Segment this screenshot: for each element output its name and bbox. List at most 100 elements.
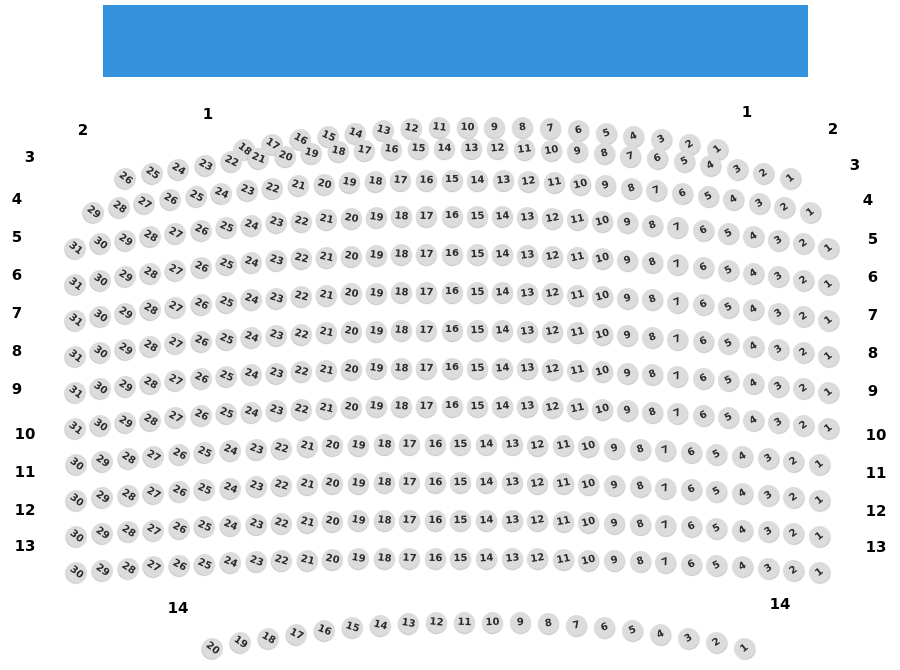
- seat-r7-s3[interactable]: 3: [763, 334, 793, 365]
- seat-r12-s11[interactable]: 11: [550, 509, 576, 534]
- seat-r3-s23[interactable]: 23: [233, 176, 261, 205]
- seat-r10-s17[interactable]: 17: [398, 433, 421, 456]
- seat-r8-s16[interactable]: 16: [441, 357, 463, 379]
- seat-r5-s30[interactable]: 30: [85, 265, 116, 295]
- seat-r2-s24[interactable]: 24: [164, 154, 194, 184]
- seat-r7-s6[interactable]: 6: [689, 327, 717, 356]
- seat-r4-s25[interactable]: 25: [212, 213, 240, 242]
- seat-r7-s29[interactable]: 29: [111, 334, 141, 365]
- seat-r13-s20[interactable]: 20: [320, 546, 346, 572]
- seat-r13-s1[interactable]: 1: [804, 557, 834, 587]
- seat-r5-s23[interactable]: 23: [263, 247, 290, 274]
- seat-r14-s19[interactable]: 19: [225, 628, 255, 658]
- seat-r5-s14[interactable]: 14: [490, 243, 514, 266]
- seat-r3-s2[interactable]: 2: [770, 192, 800, 223]
- seat-r2-s3[interactable]: 3: [722, 154, 752, 184]
- seat-r12-s1[interactable]: 1: [804, 521, 834, 551]
- seat-r1-s8[interactable]: 8: [511, 116, 535, 140]
- seat-r3-s5[interactable]: 5: [693, 182, 723, 211]
- seat-r13-s4[interactable]: 4: [728, 552, 757, 582]
- seat-r14-s11[interactable]: 11: [453, 611, 475, 633]
- seat-r10-s6[interactable]: 6: [677, 438, 706, 467]
- seat-r9-s10[interactable]: 10: [589, 396, 616, 423]
- seat-r10-s18[interactable]: 18: [372, 432, 396, 457]
- seat-r7-s16[interactable]: 16: [441, 319, 463, 341]
- seat-r3-s25[interactable]: 25: [181, 182, 211, 211]
- seat-r13-s13[interactable]: 13: [500, 546, 524, 571]
- seat-r13-s8[interactable]: 8: [626, 548, 654, 576]
- seat-r10-s30[interactable]: 30: [62, 449, 92, 479]
- seat-r3-s15[interactable]: 15: [441, 169, 463, 191]
- seat-r5-s19[interactable]: 19: [364, 243, 389, 267]
- seat-r14-s12[interactable]: 12: [424, 611, 448, 635]
- seat-r10-s20[interactable]: 20: [320, 433, 346, 459]
- seat-r8-s25[interactable]: 25: [212, 362, 240, 391]
- seat-r6-s11[interactable]: 11: [564, 282, 591, 308]
- seat-r4-s4[interactable]: 4: [738, 222, 768, 251]
- seat-r9-s30[interactable]: 30: [85, 410, 116, 440]
- seat-r8-s4[interactable]: 4: [738, 368, 768, 398]
- seat-r12-s23[interactable]: 23: [242, 510, 270, 538]
- seat-r1-s7[interactable]: 7: [538, 116, 563, 142]
- seat-r13-s15[interactable]: 15: [450, 547, 472, 569]
- seat-r10-s7[interactable]: 7: [651, 437, 680, 465]
- seat-r9-s8[interactable]: 8: [639, 398, 667, 426]
- seat-r12-s22[interactable]: 22: [268, 510, 295, 537]
- seat-r3-s18[interactable]: 18: [363, 169, 388, 194]
- seat-r12-s20[interactable]: 20: [320, 509, 346, 534]
- seat-r8-s28[interactable]: 28: [136, 368, 166, 398]
- seat-r10-s19[interactable]: 19: [346, 433, 371, 458]
- seat-r12-s18[interactable]: 18: [372, 508, 396, 533]
- seat-r14-s4[interactable]: 4: [645, 620, 675, 649]
- seat-r5-s24[interactable]: 24: [237, 249, 265, 277]
- seat-r1-s10[interactable]: 10: [456, 116, 478, 138]
- seat-r13-s24[interactable]: 24: [216, 549, 245, 577]
- seat-r12-s9[interactable]: 9: [601, 510, 628, 537]
- seat-r6-s4[interactable]: 4: [738, 295, 768, 325]
- seat-r7-s19[interactable]: 19: [364, 319, 389, 343]
- seat-r14-s14[interactable]: 14: [367, 612, 393, 639]
- seat-r12-s4[interactable]: 4: [728, 515, 757, 545]
- seat-r6-s19[interactable]: 19: [364, 281, 389, 305]
- seat-r11-s21[interactable]: 21: [294, 471, 320, 498]
- seat-r11-s27[interactable]: 27: [139, 478, 168, 508]
- seat-r13-s28[interactable]: 28: [113, 553, 143, 583]
- seat-r6-s15[interactable]: 15: [466, 281, 489, 304]
- seat-r14-s16[interactable]: 16: [310, 617, 338, 645]
- seat-r4-s17[interactable]: 17: [415, 205, 438, 228]
- seat-r11-s13[interactable]: 13: [500, 470, 524, 495]
- seat-r8-s1[interactable]: 1: [813, 377, 844, 407]
- seat-r9-s23[interactable]: 23: [263, 397, 290, 424]
- seat-r6-s30[interactable]: 30: [85, 301, 116, 332]
- seat-r6-s27[interactable]: 27: [161, 292, 191, 322]
- seat-r6-s2[interactable]: 2: [788, 301, 819, 332]
- seat-r3-s29[interactable]: 29: [78, 197, 109, 227]
- seat-r5-s20[interactable]: 20: [339, 243, 364, 269]
- seat-r14-s2[interactable]: 2: [701, 628, 731, 658]
- seat-r5-s9[interactable]: 9: [614, 247, 641, 274]
- seat-r10-s26[interactable]: 26: [165, 440, 194, 469]
- seat-r10-s8[interactable]: 8: [626, 435, 654, 463]
- seat-r11-s1[interactable]: 1: [804, 485, 834, 515]
- seat-r11-s28[interactable]: 28: [113, 480, 143, 510]
- seat-r5-s2[interactable]: 2: [788, 265, 819, 295]
- seat-r4-s21[interactable]: 21: [313, 206, 340, 233]
- seat-r11-s25[interactable]: 25: [190, 475, 219, 504]
- seat-r13-s27[interactable]: 27: [139, 552, 168, 582]
- seat-r4-s15[interactable]: 15: [466, 205, 489, 228]
- seat-r6-s8[interactable]: 8: [639, 286, 667, 314]
- seat-r9-s22[interactable]: 22: [288, 396, 315, 423]
- seat-r7-s18[interactable]: 18: [390, 319, 414, 342]
- seat-r4-s31[interactable]: 31: [60, 233, 91, 263]
- seat-r12-s14[interactable]: 14: [475, 508, 498, 532]
- seat-r5-s21[interactable]: 21: [313, 244, 340, 270]
- seat-r11-s24[interactable]: 24: [216, 474, 245, 502]
- seat-r12-s6[interactable]: 6: [677, 512, 706, 541]
- seat-r7-s23[interactable]: 23: [263, 322, 290, 349]
- seat-r2-s9[interactable]: 9: [565, 139, 591, 165]
- seat-r8-s18[interactable]: 18: [390, 357, 414, 380]
- seat-r11-s30[interactable]: 30: [62, 485, 92, 515]
- seat-r12-s10[interactable]: 10: [576, 509, 602, 536]
- seat-r4-s30[interactable]: 30: [85, 229, 116, 259]
- seat-r7-s7[interactable]: 7: [664, 325, 692, 354]
